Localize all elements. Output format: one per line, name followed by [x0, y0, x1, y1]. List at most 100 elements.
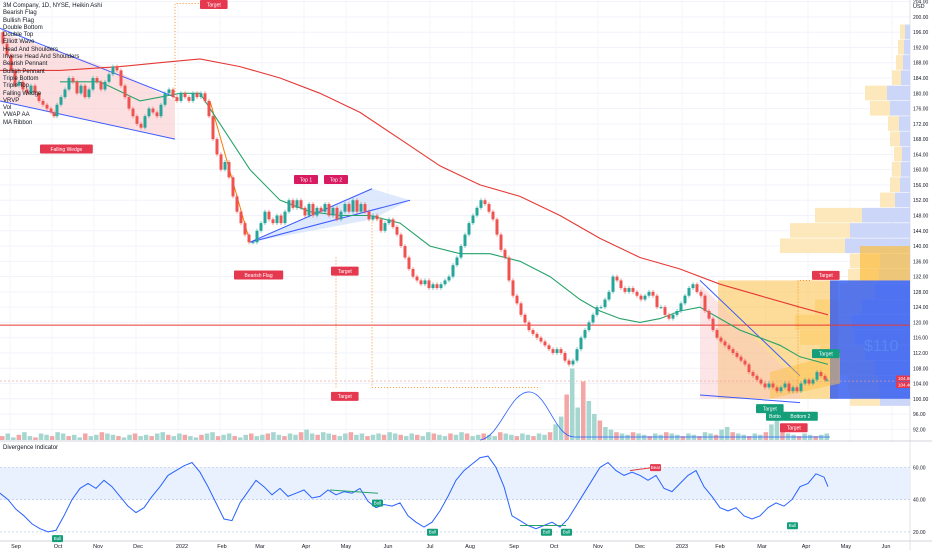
price-candle	[335, 207, 339, 220]
target-label-badge	[756, 404, 784, 414]
price-candle	[775, 387, 779, 392]
x-tick-label: Jun	[882, 544, 891, 550]
x-tick-label: Dec	[133, 544, 143, 550]
volume-bar	[664, 432, 669, 440]
price-candle	[635, 291, 639, 296]
price-candle	[575, 349, 579, 361]
price-candle	[267, 211, 271, 220]
oscillator-line	[0, 455, 829, 533]
price-candle	[515, 295, 519, 304]
price-candle	[135, 116, 139, 124]
volume-bar	[531, 436, 536, 440]
price-candle	[639, 295, 643, 300]
y-tick-label: 180.00	[913, 91, 929, 97]
volume-bar	[354, 434, 359, 440]
y-tick-label: 92.00	[913, 427, 926, 433]
price-candle	[411, 268, 415, 277]
price-candle	[387, 219, 391, 224]
price-candle	[467, 223, 471, 235]
price-candle	[531, 330, 535, 334]
price-candle	[379, 219, 383, 231]
volume-bar	[226, 433, 232, 440]
price-candle	[791, 387, 795, 392]
volume-bar	[49, 436, 55, 440]
y-tick-label: 100.00	[913, 397, 929, 403]
volume-bar	[304, 429, 309, 440]
price-candle	[715, 330, 719, 338]
volume-profile-bar	[901, 70, 910, 86]
bull-badge	[372, 499, 383, 507]
y-tick-label: 120.00	[913, 320, 929, 326]
price-candle	[807, 379, 811, 384]
price-candle	[391, 219, 395, 227]
legend-item: Bullish Flag	[3, 17, 35, 24]
volume-profile-bar	[899, 116, 910, 131]
price-candle	[559, 349, 563, 353]
price-candle	[711, 318, 715, 331]
volume-bar	[27, 436, 33, 440]
y-tick-label: 176.00	[913, 107, 929, 113]
volume-bar	[470, 436, 475, 440]
volume-bar	[608, 429, 614, 440]
price-candle	[527, 322, 531, 331]
volume-profile-bar	[780, 238, 845, 254]
volume-profile-bar	[892, 70, 901, 86]
top-label: Top 2	[330, 177, 342, 183]
price-candle	[363, 204, 367, 212]
volume-bar	[459, 432, 464, 440]
price-candle	[299, 200, 303, 208]
chart-title: 3M Company, 1D, NYSE, Heikin Ashi	[3, 3, 102, 9]
volume-bar	[221, 434, 226, 440]
volume-bar	[132, 433, 138, 440]
volume-bar	[99, 432, 105, 440]
price-candle	[475, 207, 479, 216]
price-candle	[123, 85, 127, 98]
target-label: Target	[787, 426, 802, 432]
vwap-line	[479, 391, 830, 441]
price-candle	[25, 89, 29, 94]
volume-bar	[680, 436, 686, 440]
price-candle	[495, 219, 499, 235]
x-tick-label: May	[341, 544, 352, 550]
price-candle	[455, 257, 459, 266]
price-candle	[83, 85, 87, 98]
price-candle	[203, 93, 207, 101]
price-candle	[291, 200, 295, 208]
price-candle	[231, 177, 235, 197]
falling-wedge-zone	[0, 32, 175, 140]
price-candle	[207, 100, 211, 117]
volume-bar	[171, 436, 177, 440]
volume-profile-bar	[865, 85, 887, 101]
bull-badge	[541, 528, 552, 536]
volume-bar	[448, 433, 453, 440]
legend-item: VRVP	[3, 97, 20, 104]
volume-profile-bar	[888, 116, 899, 131]
top-label: Top 1	[300, 177, 312, 183]
volume-bar	[127, 434, 132, 440]
price-candle	[579, 337, 583, 350]
volume-bar	[603, 427, 608, 440]
price-candle	[735, 352, 739, 357]
price-candle	[823, 375, 827, 380]
volume-bar	[464, 433, 470, 440]
legend-item: VWAP AA	[3, 112, 30, 119]
volume-profile-bar	[901, 162, 910, 177]
price-candle	[783, 383, 787, 388]
volume-bar	[437, 434, 442, 440]
price-candle	[215, 139, 219, 155]
price-candle	[71, 78, 75, 82]
price-candle	[383, 223, 387, 231]
volume-bar	[719, 429, 724, 440]
volume-bar	[138, 436, 143, 440]
price-candle	[487, 204, 491, 212]
volume-bar	[763, 432, 769, 440]
volume-bar	[182, 434, 188, 440]
price-candle	[55, 104, 59, 117]
y-tick-label: 108.00	[913, 366, 929, 372]
pattern-label: Falling Wedge	[50, 147, 82, 153]
oscillator-title: Divergence Indicator	[3, 445, 59, 451]
volume-bar	[110, 434, 116, 440]
price-candle	[747, 364, 751, 373]
volume-profile-bar	[904, 39, 910, 55]
bull-label: Bull	[543, 530, 551, 535]
